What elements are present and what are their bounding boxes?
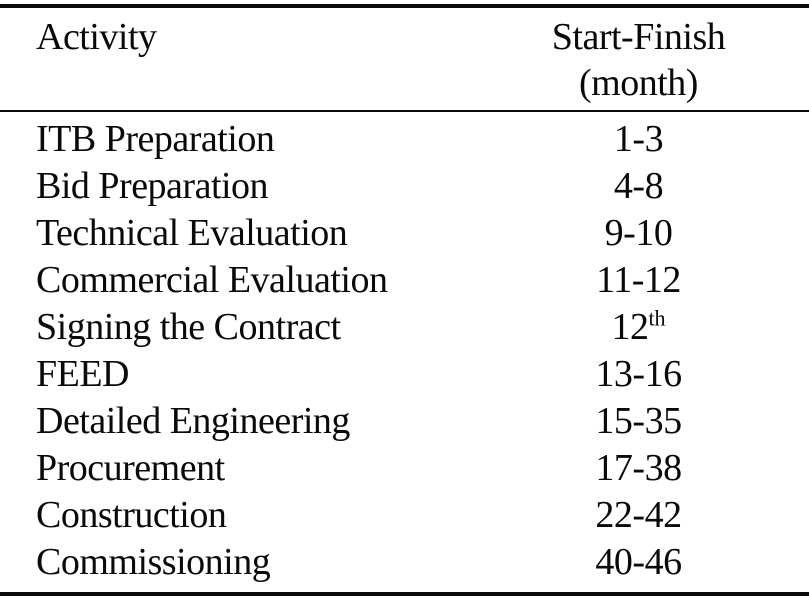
period-value: 15-35	[595, 400, 682, 442]
table-row: Bid Preparation 4-8	[0, 163, 809, 210]
table-row: FEED 13-16	[0, 351, 809, 398]
table-row: Commercial Evaluation 11-12	[0, 257, 809, 304]
period-superscript: th	[648, 305, 666, 331]
period-value: 13-16	[595, 353, 682, 395]
period-value: 40-46	[595, 541, 682, 583]
period-value: 4-8	[613, 165, 664, 207]
period-value: 22-42	[595, 494, 682, 536]
period-cell: 22-42	[468, 492, 809, 539]
period-cell: 11-12	[468, 257, 809, 304]
column-header-start-finish-line1: Start-Finish	[551, 16, 726, 58]
activity-cell: FEED	[36, 353, 130, 395]
period-cell: 13-16	[468, 351, 809, 398]
table-row: Detailed Engineering 15-35	[0, 398, 809, 445]
period-value: 17-38	[595, 447, 682, 489]
column-header-start-finish-line2: (month)	[579, 62, 698, 104]
period-cell: 15-35	[468, 398, 809, 445]
activity-cell: Technical Evaluation	[36, 212, 348, 254]
column-header-start-finish: Start-Finish (month)	[468, 6, 809, 112]
period-cell: 1-3	[468, 111, 809, 163]
activity-cell: Bid Preparation	[36, 165, 269, 207]
activity-schedule-table: Activity Start-Finish (month) ITB Prepar…	[0, 4, 809, 596]
column-header-activity: Activity	[0, 6, 468, 112]
header-row: Activity Start-Finish (month)	[0, 6, 809, 112]
activity-cell: Signing the Contract	[36, 306, 341, 348]
table-row: Procurement 17-38	[0, 445, 809, 492]
period-value: 1-3	[613, 118, 664, 160]
period-value: 11-12	[596, 259, 681, 301]
activity-cell: Detailed Engineering	[36, 400, 350, 442]
period-value: 12	[611, 306, 649, 348]
period-cell: 12th	[468, 304, 809, 351]
activity-cell: Commercial Evaluation	[36, 259, 388, 301]
activity-cell: Procurement	[36, 447, 225, 489]
period-value: 9-10	[604, 212, 673, 254]
period-cell: 9-10	[468, 210, 809, 257]
table-row: Construction 22-42	[0, 492, 809, 539]
activity-cell: ITB Preparation	[36, 118, 275, 160]
activity-cell: Construction	[36, 494, 227, 536]
table-row: Commissioning 40-46	[0, 539, 809, 594]
period-cell: 4-8	[468, 163, 809, 210]
activity-cell: Commissioning	[36, 541, 271, 583]
period-cell: 40-46	[468, 539, 809, 594]
period-cell: 17-38	[468, 445, 809, 492]
table-body: ITB Preparation 1-3 Bid Preparation 4-8 …	[0, 111, 809, 594]
table-row: Technical Evaluation 9-10	[0, 210, 809, 257]
table-row: Signing the Contract 12th	[0, 304, 809, 351]
table-header: Activity Start-Finish (month)	[0, 6, 809, 112]
table-row: ITB Preparation 1-3	[0, 111, 809, 163]
